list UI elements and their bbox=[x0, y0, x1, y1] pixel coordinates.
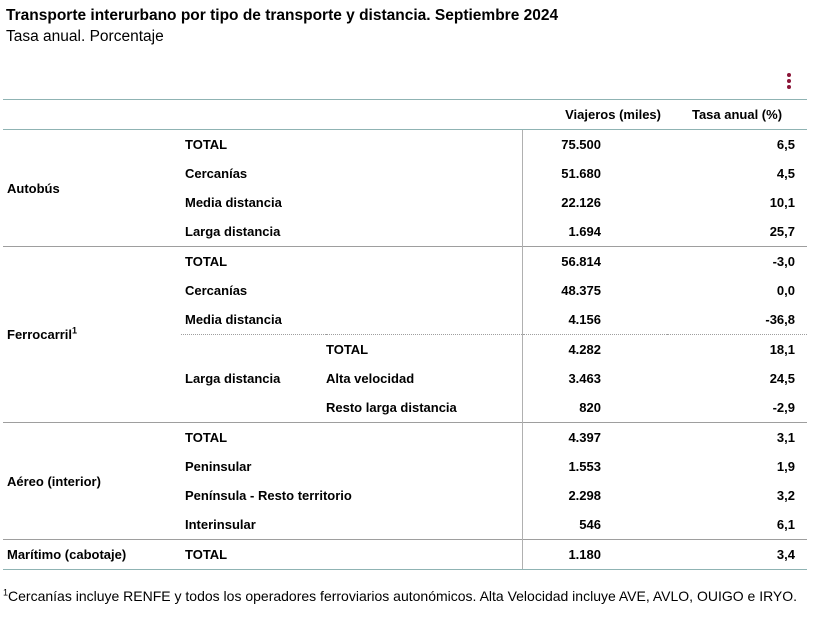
tasa-cell: 18,1 bbox=[667, 334, 807, 364]
tasa-cell: 24,5 bbox=[769, 371, 795, 386]
tasa-cell: -36,8 bbox=[765, 312, 795, 327]
viajeros-cell: 22.126 bbox=[521, 188, 667, 217]
tasa-cell: -3,0 bbox=[667, 246, 807, 276]
tasa-cell: 3,2 bbox=[776, 488, 795, 503]
table-row: Interinsular 546 6,1 bbox=[3, 510, 807, 540]
tasa-cell: 25,7 bbox=[769, 224, 795, 239]
row-label: Alta velocidad bbox=[326, 371, 415, 386]
column-header-viajeros: Viajeros (miles) bbox=[522, 99, 667, 130]
tasa-cell: -2,9 bbox=[772, 400, 795, 415]
subgroup-label: Larga distancia bbox=[181, 334, 326, 423]
viajeros-cell: 3.463 bbox=[521, 364, 667, 393]
row-label: TOTAL bbox=[181, 129, 522, 159]
viajeros-cell: 546 bbox=[521, 510, 667, 540]
viajeros-cell: 820 bbox=[521, 393, 667, 423]
footnote-marker: 1 bbox=[72, 325, 78, 336]
table-row: Marítimo (cabotaje) TOTAL 1.180 3,4 bbox=[3, 539, 807, 570]
viajeros-cell: 75.500 bbox=[521, 129, 667, 159]
footnote-text: Cercanías incluye RENFE y todos los oper… bbox=[8, 588, 798, 604]
group-label: Marítimo (cabotaje) bbox=[3, 539, 181, 570]
viajeros-cell: 56.814 bbox=[521, 246, 667, 276]
viajeros-cell: 1.180 bbox=[521, 539, 667, 570]
table-row: Ferrocarril1 TOTAL 56.814 -3,0 bbox=[3, 246, 807, 423]
viajeros-cell: 1.694 bbox=[521, 217, 667, 247]
table-body: Autobús TOTAL 75.500 6,5 Cercanías 51.68… bbox=[3, 129, 807, 570]
data-table: Viajeros (miles) Tasa anual (%) Autobús … bbox=[3, 99, 807, 570]
viajeros-cell: 2.298 bbox=[521, 481, 667, 510]
tasa-cell: 6,1 bbox=[776, 517, 795, 532]
table-row: Autobús TOTAL 75.500 6,5 bbox=[3, 129, 807, 247]
row-label: Resto larga distancia bbox=[326, 400, 457, 415]
row-label: TOTAL bbox=[181, 246, 522, 276]
tasa-cell: 4,5 bbox=[776, 166, 795, 181]
table-row: Alta velocidad 3.463 24,5 bbox=[3, 364, 807, 393]
row-label: Peninsular bbox=[185, 459, 252, 474]
table-row: Cercanías 48.375 0,0 bbox=[3, 276, 807, 305]
row-label: Península - Resto territorio bbox=[185, 488, 352, 503]
tasa-cell: 3,4 bbox=[667, 539, 807, 570]
tasa-cell: 1,9 bbox=[776, 459, 795, 474]
header-blank bbox=[3, 99, 522, 130]
tasa-cell: 0,0 bbox=[776, 283, 795, 298]
table-row: Media distancia 22.126 10,1 bbox=[3, 188, 807, 217]
column-header-tasa: Tasa anual (%) bbox=[667, 99, 807, 130]
table-header-row: Viajeros (miles) Tasa anual (%) bbox=[3, 99, 807, 130]
table-row: Aéreo (interior) TOTAL 4.397 3,1 bbox=[3, 422, 807, 540]
viajeros-cell: 4.397 bbox=[521, 422, 667, 452]
row-label: TOTAL bbox=[181, 422, 522, 452]
table-row: Larga distancia 1.694 25,7 bbox=[3, 217, 807, 247]
group-label: Autobús bbox=[3, 129, 181, 247]
group-label: Ferrocarril1 bbox=[3, 246, 181, 423]
row-label: TOTAL bbox=[326, 334, 522, 364]
tasa-cell: 10,1 bbox=[769, 195, 795, 210]
row-label: Cercanías bbox=[185, 283, 248, 298]
row-label: Cercanías bbox=[185, 166, 248, 181]
row-label: Interinsular bbox=[185, 517, 256, 532]
viajeros-cell: 4.282 bbox=[521, 334, 667, 364]
table-row: Larga distancia TOTAL 4.282 18,1 bbox=[3, 334, 807, 423]
row-label: Media distancia bbox=[185, 312, 282, 327]
chart-title: Transporte interurbano por tipo de trans… bbox=[6, 7, 559, 24]
row-label: Media distancia bbox=[185, 195, 282, 210]
chart-subtitle: Tasa anual. Porcentaje bbox=[6, 28, 164, 45]
table-row: Península - Resto territorio 2.298 3,2 bbox=[3, 481, 807, 510]
tasa-cell: 6,5 bbox=[667, 129, 807, 159]
viajeros-cell: 48.375 bbox=[521, 276, 667, 305]
table-row: Media distancia 4.156 -36,8 bbox=[3, 305, 807, 335]
footnote: 1Cercanías incluye RENFE y todos los ope… bbox=[3, 588, 797, 604]
kebab-menu-icon[interactable] bbox=[784, 72, 794, 90]
viajeros-cell: 1.553 bbox=[521, 452, 667, 481]
row-label: Larga distancia bbox=[185, 224, 281, 239]
viajeros-cell: 51.680 bbox=[521, 159, 667, 188]
group-label: Aéreo (interior) bbox=[3, 422, 181, 540]
table-row: Cercanías 51.680 4,5 bbox=[3, 159, 807, 188]
table-row: Peninsular 1.553 1,9 bbox=[3, 452, 807, 481]
table-row: Resto larga distancia 820 -2,9 bbox=[3, 393, 807, 423]
row-label: TOTAL bbox=[181, 539, 522, 570]
footnote-marker: 1 bbox=[3, 587, 9, 598]
tasa-cell: 3,1 bbox=[667, 422, 807, 452]
viajeros-cell: 4.156 bbox=[521, 305, 667, 335]
